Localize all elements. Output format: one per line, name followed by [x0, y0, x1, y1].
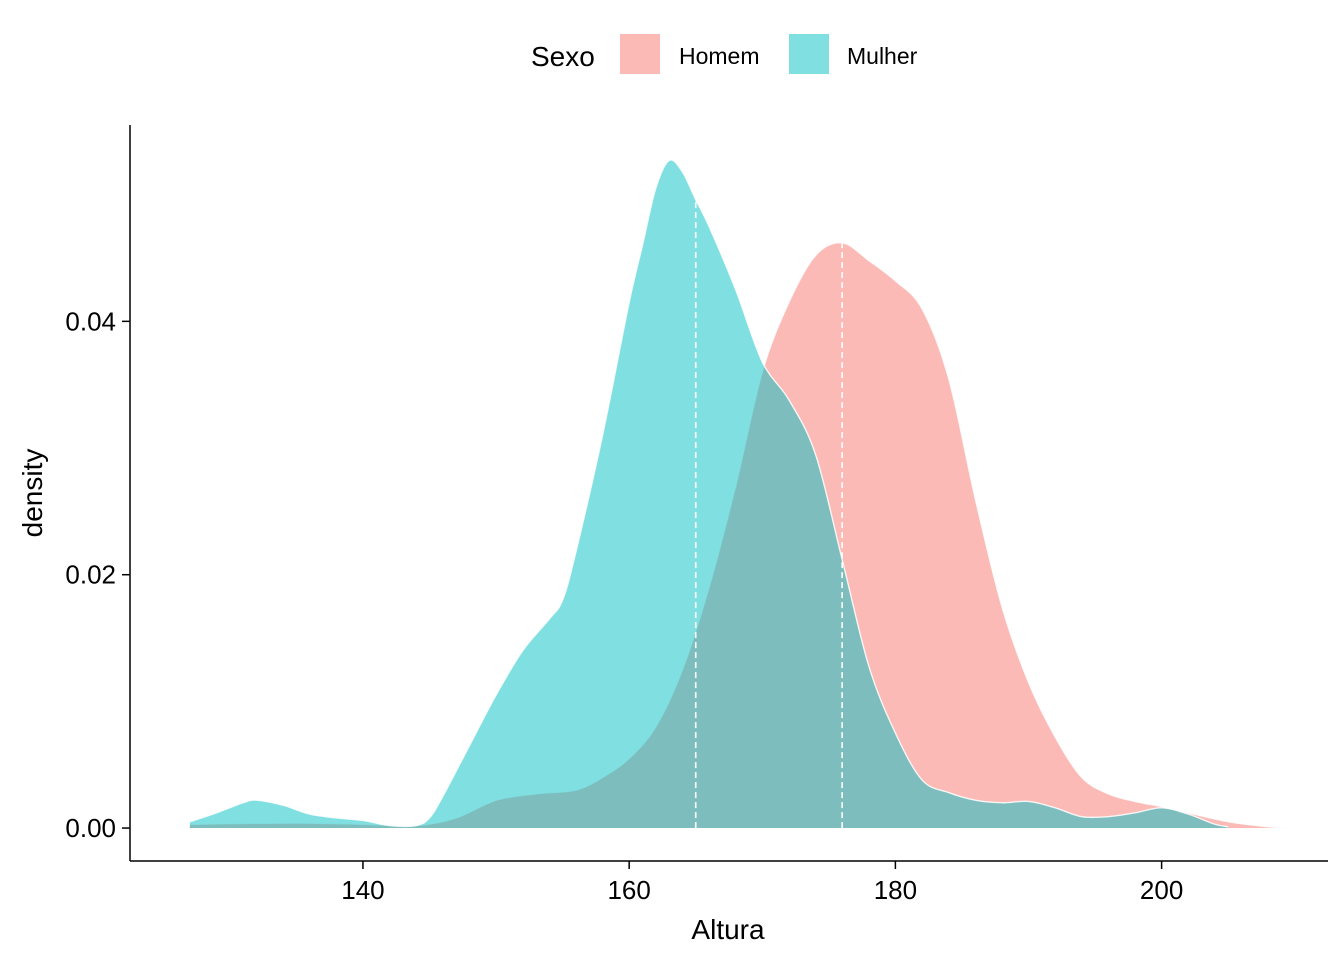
y-tick-label: 0.00: [65, 813, 116, 843]
x-ticks: 140 160 180 200: [341, 861, 1183, 905]
plot-areas: [189, 159, 1295, 829]
x-axis-title: Altura: [691, 914, 765, 945]
x-tick-label: 160: [607, 875, 650, 905]
legend-key-mulher: [789, 34, 829, 74]
y-tick-label: 0.02: [65, 560, 116, 590]
legend-items: Homem Mulher: [620, 34, 918, 74]
x-tick-label: 200: [1140, 875, 1183, 905]
legend-label-mulher: Mulher: [847, 43, 918, 69]
y-tick-label: 0.04: [65, 306, 116, 336]
legend: Sexo Homem Mulher: [531, 34, 918, 74]
legend-label-homem: Homem: [679, 43, 760, 69]
legend-title: Sexo: [531, 41, 595, 72]
mean-lines: [694, 199, 843, 829]
legend-key-homem: [620, 34, 660, 74]
density-area-mulher: [189, 159, 1229, 829]
density-outline-mulher: [189, 159, 1229, 828]
y-ticks: 0.00 0.02 0.04: [65, 306, 130, 843]
x-tick-label: 140: [341, 875, 384, 905]
x-tick-label: 180: [874, 875, 917, 905]
y-axis-title: density: [17, 449, 48, 538]
